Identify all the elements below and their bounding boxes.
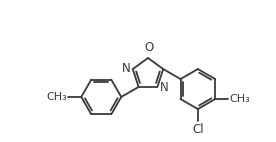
Text: CH₃: CH₃ [229, 94, 250, 104]
Text: N: N [160, 82, 168, 94]
Text: O: O [144, 41, 154, 54]
Text: N: N [122, 61, 131, 75]
Text: Cl: Cl [192, 123, 204, 136]
Text: CH₃: CH₃ [47, 92, 67, 102]
